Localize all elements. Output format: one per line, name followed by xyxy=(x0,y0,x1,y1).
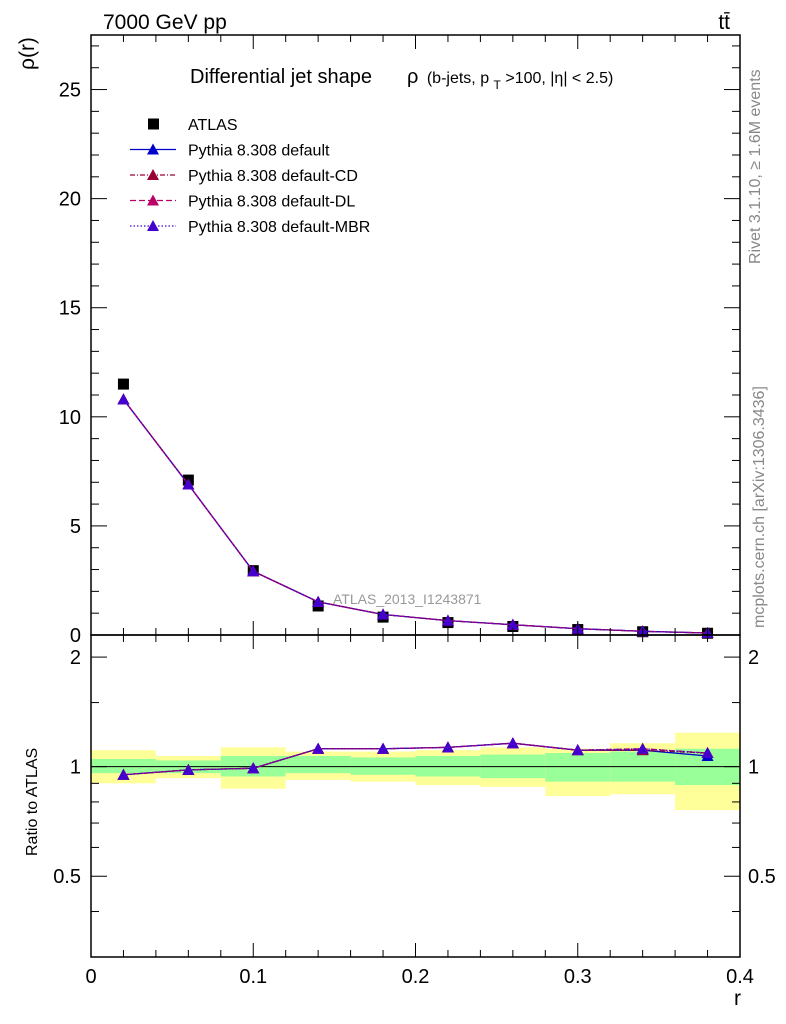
rivet-label: Rivet 3.1.10, ≥ 1.6M events xyxy=(747,69,764,264)
chart-title: Differential jet shape xyxy=(190,66,372,88)
legend-label-default: Pythia 8.308 default xyxy=(188,143,330,160)
ratio-xlabel: r xyxy=(734,987,741,1010)
legend-label-dl: Pythia 8.308 default-DL xyxy=(188,194,355,211)
process-label: 7000 GeV pp xyxy=(103,11,227,34)
ratio-ytick-label-right: 0.5 xyxy=(748,866,776,888)
uncertainty-band-inner xyxy=(91,758,156,774)
ratio-point-mbr xyxy=(636,742,649,754)
ratio-ytick-label-right: 1 xyxy=(748,757,759,779)
ratio-point-mbr xyxy=(441,741,454,753)
ratio-ytick-label-right: 2 xyxy=(748,647,759,669)
mcplots-label: mcplots.cern.ch [arXiv:1306.3436] xyxy=(751,386,768,628)
ratio-point-mbr xyxy=(182,763,195,775)
ratio-point-mbr xyxy=(701,747,714,759)
ratio-point-mbr xyxy=(247,762,260,774)
legend-marker-cd xyxy=(147,169,159,180)
data-point-mbr xyxy=(441,614,454,626)
legend-marker-default xyxy=(147,143,159,155)
ratio-ytick-label: 1 xyxy=(70,757,81,779)
legend-label-data: ATLAS xyxy=(188,117,238,134)
main-panel: 0 5 10 15 20 25 xyxy=(59,34,741,647)
channel-label: tt̄ xyxy=(718,11,730,34)
data-point-mbr xyxy=(182,478,195,490)
ratio-point-mbr xyxy=(312,742,325,754)
main-ytick-label: 0 xyxy=(70,625,81,647)
main-ylabel: ρ(r) xyxy=(16,37,39,70)
ratio-point-mbr xyxy=(377,742,390,754)
subtitle-pre: (b-jets, p xyxy=(427,70,489,87)
ratio-xtick-label: 0.2 xyxy=(402,966,430,988)
data-point-mbr xyxy=(312,595,325,607)
data-point-data xyxy=(117,378,129,390)
legend-marker-mbr xyxy=(147,220,159,231)
uncertainty-band-inner xyxy=(545,753,611,782)
ratio-line-mbr xyxy=(123,742,708,776)
subtitle-post: >100, |η| < 2.5) xyxy=(505,70,613,87)
data-point-mbr xyxy=(377,608,390,620)
ratio-panel: 0 0.1 0.2 0.3 0.4 0.5 0.5 1 1 2 2 xyxy=(53,634,776,988)
ratio-xtick-label: 0.3 xyxy=(564,966,592,988)
ratio-ylabel: Ratio to ATLAS xyxy=(24,748,41,856)
legend-label-cd: Pythia 8.308 default-CD xyxy=(188,168,358,185)
ratio-xtick-label: 0 xyxy=(85,966,96,988)
ratio-xtick-label: 0.4 xyxy=(726,966,754,988)
ratio-point-mbr xyxy=(117,768,130,780)
ratio-point-mbr xyxy=(571,744,584,756)
data-point-mbr xyxy=(117,393,130,405)
legend-label-mbr: Pythia 8.308 default-MBR xyxy=(188,219,370,236)
ratio-xtick-label: 0.1 xyxy=(239,966,267,988)
series-line-mbr xyxy=(122,398,708,634)
legend: ATLAS Pythia 8.308 default Pythia 8.308 de… xyxy=(130,117,370,236)
ratio-ytick-label: 0.5 xyxy=(53,866,81,888)
legend-marker-data xyxy=(148,118,159,130)
subtitle-sub: T xyxy=(494,78,502,92)
main-ytick-label: 5 xyxy=(70,516,81,538)
legend-marker-dl xyxy=(147,194,159,206)
uncertainty-band-inner xyxy=(285,755,351,774)
data-point-mbr xyxy=(247,565,260,577)
main-ytick-label: 15 xyxy=(59,298,81,320)
data-point-mbr xyxy=(506,618,519,630)
ratio-ytick-label: 2 xyxy=(70,647,81,669)
chart-subtitle: ρ (b-jets, p T >100, |η| < 2.5) xyxy=(407,66,613,93)
analysis-watermark: ATLAS_2013_I1243871 xyxy=(333,591,482,607)
uncertainty-band-inner xyxy=(350,757,416,775)
main-ytick-label: 10 xyxy=(59,407,81,429)
subtitle-rho: ρ xyxy=(407,66,418,88)
ratio-line-cd xyxy=(123,742,708,776)
main-ytick-label: 20 xyxy=(59,189,81,211)
ratio-point-mbr xyxy=(506,737,519,749)
main-ytick-label: 25 xyxy=(59,80,81,102)
